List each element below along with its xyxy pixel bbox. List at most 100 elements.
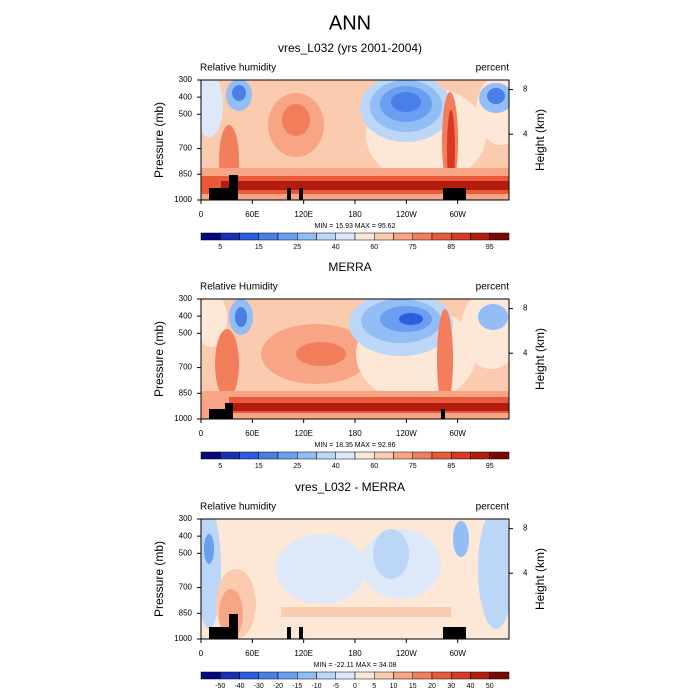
y-tick-label: 500 — [179, 109, 193, 118]
x-tick-label: 120W — [396, 429, 417, 438]
x-tick-label: 60W — [449, 210, 466, 219]
y-tick-label: 300 — [179, 75, 193, 84]
colorbar-label: 30 — [447, 683, 455, 690]
colorbar-label: 5 — [218, 463, 222, 470]
colorbar-label: -10 — [311, 683, 321, 690]
colorbar-box — [374, 671, 394, 680]
y2-tick-label: 8 — [523, 304, 528, 313]
y-tick-label: 700 — [179, 144, 193, 153]
colorbar-label: 40 — [467, 683, 475, 690]
stats-label: MIN = 15.93 MAX = 95.62 — [315, 223, 396, 230]
x-tick-label: 120E — [294, 649, 313, 658]
colorbar-box — [374, 451, 394, 460]
x-tick-label: 0 — [199, 649, 204, 658]
contour-field — [197, 509, 514, 639]
x-tick-label: 180 — [348, 649, 362, 658]
field-label: Relative humidity — [200, 63, 276, 74]
colorbar-box — [200, 232, 221, 241]
colorbar-box — [239, 451, 259, 460]
colorbar-label: -5 — [333, 683, 339, 690]
colorbar-label: 85 — [447, 244, 455, 251]
y-tick-label: 850 — [179, 169, 193, 178]
colorbar-box — [393, 451, 413, 460]
colorbar-label: 95 — [486, 463, 494, 470]
colorbar-label: 25 — [293, 244, 301, 251]
panel-title: vres_L032 - MERRA — [295, 480, 405, 494]
x-tick-label: 120W — [396, 210, 417, 219]
colorbar-box — [335, 232, 356, 241]
colorbar-box — [470, 671, 490, 680]
y2-tick-label: 8 — [523, 85, 528, 94]
colorbar-label: 50 — [486, 683, 494, 690]
x-tick-label: 0 — [199, 429, 204, 438]
colorbar-box — [393, 671, 413, 680]
colorbar-label: 40 — [332, 244, 340, 251]
colorbar-box — [297, 671, 317, 680]
colorbar-box — [297, 451, 317, 460]
y-tick-label: 500 — [179, 328, 193, 337]
y-tick-label: 1000 — [174, 414, 192, 423]
colorbar-box — [316, 232, 336, 241]
y-tick-label: 400 — [179, 92, 193, 101]
colorbar-box — [354, 232, 375, 241]
y2-tick-label: 8 — [523, 524, 528, 533]
colorbar-label: 25 — [293, 463, 301, 470]
colorbar-label: 15 — [255, 244, 263, 251]
colorbar-label: -30 — [254, 683, 264, 690]
panel-title: MERRA — [328, 260, 371, 274]
panel-title: vres_L032 (yrs 2001-2004) — [278, 41, 422, 55]
colorbar-box — [258, 671, 279, 680]
colorbar-box — [451, 232, 471, 241]
colorbar-label: 15 — [409, 683, 417, 690]
x-tick-label: 60W — [449, 429, 466, 438]
colorbar-box — [297, 232, 317, 241]
y2-tick-label: 4 — [523, 129, 528, 138]
y2-axis-title: Height (km) — [533, 548, 547, 610]
units-label: percent — [476, 282, 510, 293]
y-tick-label: 300 — [179, 294, 193, 303]
colorbar-label: 75 — [409, 463, 417, 470]
colorbar-box — [239, 671, 259, 680]
colorbar-box — [374, 232, 394, 241]
colorbar-label: 75 — [409, 244, 417, 251]
units-label: percent — [476, 63, 510, 74]
contour-field — [195, 289, 521, 419]
colorbar-box — [200, 671, 221, 680]
y-axis-title: Pressure (mb) — [152, 102, 166, 178]
y-tick-label: 850 — [179, 608, 193, 617]
colorbar-box — [451, 451, 471, 460]
colorbar-label: 20 — [428, 683, 436, 690]
colorbar-box — [277, 451, 298, 460]
y-tick-label: 1000 — [174, 195, 192, 204]
colorbar-box — [335, 451, 356, 460]
colorbar-box — [470, 451, 490, 460]
field-label: Relative humidity — [200, 502, 276, 513]
y-axis-title: Pressure (mb) — [152, 321, 166, 397]
x-tick-label: 60W — [449, 649, 466, 658]
x-tick-label: 0 — [199, 210, 204, 219]
colorbar-box — [412, 451, 433, 460]
x-tick-label: 120E — [294, 429, 313, 438]
y-tick-label: 400 — [179, 531, 193, 540]
stats-label: MIN = 18.35 MAX = 92.96 — [315, 442, 396, 449]
colorbar-box — [277, 671, 298, 680]
contour-field — [195, 73, 526, 200]
colorbar-box — [489, 232, 510, 241]
x-tick-label: 180 — [348, 429, 362, 438]
colorbar-label: 95 — [486, 244, 494, 251]
y-tick-label: 400 — [179, 311, 193, 320]
x-tick-label: 60E — [245, 649, 259, 658]
colorbar-box — [335, 671, 356, 680]
colorbar-label: 15 — [255, 463, 263, 470]
colorbar-label: -50 — [215, 683, 225, 690]
colorbar-box — [239, 232, 259, 241]
y2-axis-title: Height (km) — [533, 109, 547, 171]
y-tick-label: 700 — [179, 583, 193, 592]
x-tick-label: 120E — [294, 210, 313, 219]
colorbar-label: 40 — [332, 463, 340, 470]
colorbar-label: 0 — [353, 683, 357, 690]
colorbar-label: 5 — [372, 683, 376, 690]
colorbar-box — [412, 671, 433, 680]
colorbar-box — [489, 671, 510, 680]
field-label: Relative Humidity — [200, 282, 278, 293]
